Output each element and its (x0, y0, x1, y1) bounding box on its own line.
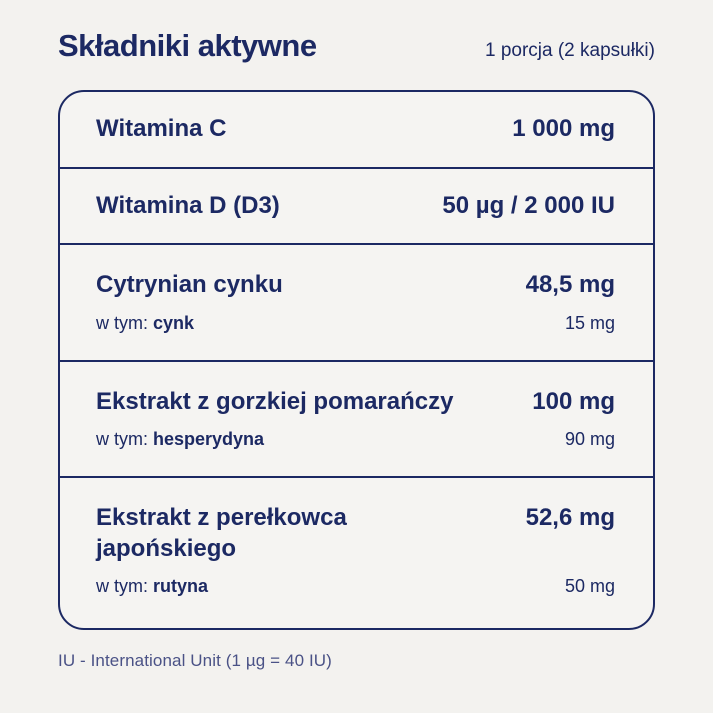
ingredient-amount: 50 µg / 2 000 IU (442, 191, 615, 219)
row-main: Ekstrakt z perełkowca japońskiego 52,6 m… (96, 503, 615, 564)
table-row: Cytrynian cynku 48,5 mg w tym: cynk 15 m… (60, 243, 653, 359)
ingredient-name: Witamina D (D3) (96, 191, 280, 219)
table-row: Ekstrakt z perełkowca japońskiego 52,6 m… (60, 475, 653, 628)
iu-footnote: IU - International Unit (1 µg = 40 IU) (58, 650, 332, 670)
sub-ingredient-amount: 90 mg (564, 429, 615, 450)
sub-ingredient-amount: 15 mg (564, 313, 615, 334)
sub-ingredient-amount: 50 mg (564, 576, 615, 597)
ingredient-name: Witamina C (96, 115, 227, 142)
row-main: Witamina C 1 000 mg (96, 114, 615, 145)
ingredient-amount: 52,6 mg (525, 503, 615, 531)
row-main: Cytrynian cynku 48,5 mg (96, 270, 615, 301)
sub-ingredient-name: w tym: rutyna (96, 575, 208, 598)
sub-ingredient: rutyna (153, 576, 209, 597)
sub-ingredient-name: w tym: hesperydyna (96, 428, 264, 451)
sub-ingredient-name: w tym: cynk (96, 312, 194, 335)
ingredient-amount: 48,5 mg (525, 271, 615, 299)
table-row: Witamina C 1 000 mg (60, 92, 653, 167)
sub-prefix: w tym: (96, 429, 153, 450)
ingredient-name: Cytrynian cynku (96, 271, 283, 299)
row-sub: w tym: cynk 15 mg (96, 312, 615, 335)
header: Składniki aktywne 1 porcja (2 kapsułki) (58, 28, 655, 64)
serving-size-label: 1 porcja (2 kapsułki) (484, 40, 655, 61)
sub-ingredient: cynk (153, 313, 195, 334)
sub-prefix: w tym: (96, 576, 153, 597)
sub-prefix: w tym: (96, 313, 153, 334)
sub-ingredient: hesperydyna (153, 429, 265, 450)
table-row: Ekstrakt z gorzkiej pomarańczy 100 mg w … (60, 359, 653, 476)
row-main: Witamina D (D3) 50 µg / 2 000 IU (96, 191, 615, 222)
row-main: Ekstrakt z gorzkiej pomarańczy 100 mg (96, 387, 615, 418)
row-sub: w tym: rutyna 50 mg (96, 575, 615, 598)
ingredients-table: Witamina C 1 000 mg Witamina D (D3) 50 µ… (58, 90, 655, 630)
page-title: Składniki aktywne (58, 28, 317, 63)
row-sub: w tym: hesperydyna 90 mg (96, 428, 615, 451)
ingredient-amount: 100 mg (532, 387, 615, 415)
ingredient-name: Ekstrakt z gorzkiej pomarańczy (96, 387, 454, 415)
table-row: Witamina D (D3) 50 µg / 2 000 IU (60, 166, 653, 244)
ingredient-amount: 1 000 mg (512, 115, 615, 142)
ingredient-name: Ekstrakt z perełkowca japońskiego (96, 503, 347, 562)
